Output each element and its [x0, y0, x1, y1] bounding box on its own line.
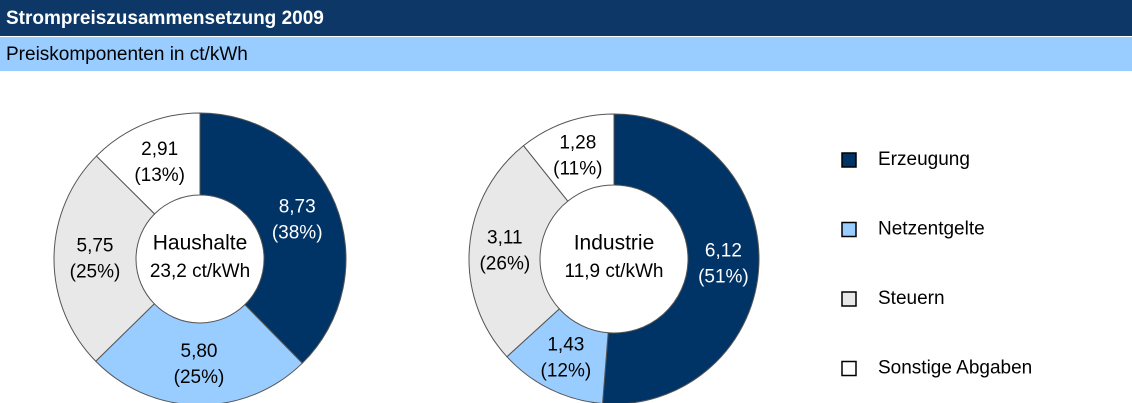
center-label: Haushalte	[153, 232, 248, 255]
title-bar	[0, 0, 1132, 36]
value-label: 3,11	[487, 227, 523, 248]
chart-title: Strompreiszusammensetzung 2009	[6, 8, 324, 29]
value-label: 5,80	[181, 341, 218, 362]
value-label: 1,43	[547, 334, 584, 355]
legend-label: Sonstige Abgaben	[878, 358, 1032, 379]
legend-label: Erzeugung	[878, 149, 970, 170]
pie-slice	[53, 155, 156, 362]
value-label: 5,75	[77, 236, 114, 257]
pie-slice	[602, 113, 760, 403]
center-sublabel: 23,2 ct/kWh	[150, 261, 250, 282]
value-label: 2,91	[141, 139, 178, 160]
legend-label: Steuern	[878, 288, 945, 309]
legend-swatch	[841, 152, 857, 168]
share-label: (26%)	[479, 253, 530, 274]
pie-slice	[95, 303, 303, 403]
value-label: 8,73	[279, 196, 316, 217]
legend-swatch	[841, 360, 857, 377]
value-label: 6,12	[705, 240, 742, 261]
chart-subtitle: Preiskomponenten in ct/kWh	[6, 44, 248, 65]
pie-slice	[95, 112, 201, 215]
share-label: (51%)	[698, 266, 749, 287]
legend-swatch	[841, 221, 857, 238]
center-label: Industrie	[574, 232, 655, 255]
share-label: (11%)	[553, 159, 602, 180]
center-sublabel: 11,9 ct/kWh	[565, 261, 664, 282]
share-label: (25%)	[174, 367, 225, 388]
value-label: 1,28	[559, 133, 596, 154]
subtitle-bar	[0, 37, 1132, 71]
pie-slice	[522, 113, 615, 202]
share-label: (25%)	[70, 262, 121, 283]
share-label: (38%)	[272, 222, 323, 243]
legend-label: Netzentgelte	[878, 219, 985, 240]
legend-swatch	[841, 291, 857, 307]
pie-slice	[199, 112, 347, 364]
pie-slice	[468, 144, 569, 358]
share-label: (12%)	[541, 360, 592, 381]
share-label: (13%)	[134, 165, 185, 186]
